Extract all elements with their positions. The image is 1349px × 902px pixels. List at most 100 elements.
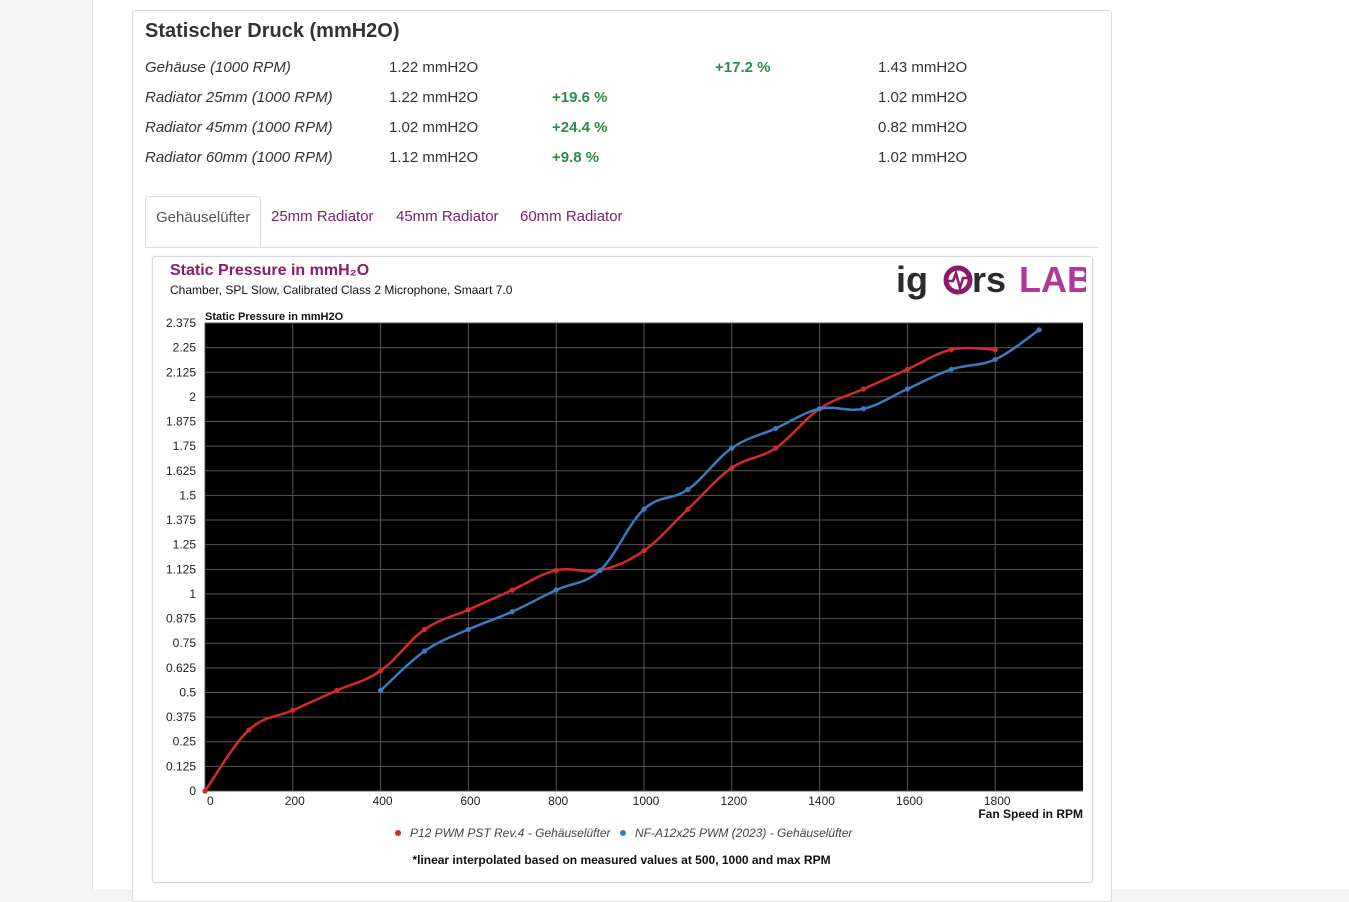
x-tick-label: 200 <box>285 794 305 808</box>
data-point <box>860 406 867 412</box>
table-row: Gehäuse (1000 RPM) 1.22 mmH2O +17.2 % 1.… <box>0 59 1349 81</box>
logo-text-middle: rs <box>972 259 1006 300</box>
x-tick-label: 1400 <box>808 794 835 808</box>
data-point <box>773 425 779 432</box>
legend-marker <box>620 830 626 836</box>
data-point <box>860 386 867 392</box>
x-tick-label: 600 <box>460 794 480 808</box>
chart-subtitle: Chamber, SPL Slow, Calibrated Class 2 Mi… <box>170 283 513 297</box>
tab-60mm-radiator[interactable]: 60mm Radiator <box>520 208 623 225</box>
row-percent: +19.6 % <box>552 89 608 106</box>
x-tick-label: 1200 <box>720 794 747 808</box>
legend-label: NF-A12x25 PWM (2023) - Gehäuselüfter <box>635 826 853 840</box>
data-point <box>948 347 954 353</box>
data-point <box>334 687 340 694</box>
table-row: Radiator 45mm (1000 RPM) 1.02 mmH2O +24.… <box>0 119 1349 141</box>
data-point <box>904 366 911 372</box>
row-percent: +17.2 % <box>715 59 771 76</box>
tab-25mm-radiator[interactable]: 25mm Radiator <box>271 208 374 225</box>
tab-gehaeuseluefter[interactable]: Gehäuselüfter <box>145 196 262 247</box>
row-value-1: 1.12 mmH2O <box>389 149 479 166</box>
y-tick-label: 1.625 <box>166 464 196 478</box>
data-point <box>948 366 954 372</box>
row-label: Radiator 60mm (1000 RPM) <box>145 149 333 166</box>
y-tick-label: 0 <box>189 784 196 798</box>
data-point <box>290 707 296 713</box>
row-value-2: 0.82 mmH2O <box>878 119 968 136</box>
y-tick-label: 1.25 <box>173 538 197 552</box>
y-axis-label: Static Pressure in mmH2O <box>205 311 344 323</box>
y-tick-label: 1.125 <box>166 562 196 576</box>
row-value-1: 1.02 mmH2O <box>389 119 479 136</box>
row-value-2: 1.02 mmH2O <box>878 149 968 166</box>
y-tick-label: 1.875 <box>166 415 196 429</box>
y-tick-label: 0.375 <box>166 710 196 724</box>
y-tick-label: 0.5 <box>179 685 196 699</box>
row-label: Gehäuse (1000 RPM) <box>145 59 291 76</box>
data-point <box>202 788 208 794</box>
data-point <box>553 567 559 573</box>
y-tick-label: 0.125 <box>166 759 196 773</box>
y-tick-label: 1.375 <box>166 513 196 527</box>
row-value-1: 1.22 mmH2O <box>389 59 479 76</box>
data-point <box>641 506 647 512</box>
x-tick-label: 1800 <box>984 794 1011 808</box>
data-point <box>421 648 428 654</box>
data-point <box>641 547 647 554</box>
row-label: Radiator 45mm (1000 RPM) <box>145 119 333 136</box>
legend-marker <box>395 830 401 836</box>
data-point <box>421 626 428 633</box>
data-point <box>1036 327 1042 333</box>
data-point <box>509 609 515 615</box>
row-value-2: 1.43 mmH2O <box>878 59 968 76</box>
x-axis-label: Fan Speed in RPM <box>978 807 1083 821</box>
data-point <box>378 687 384 694</box>
data-point <box>685 486 691 493</box>
table-row: Radiator 60mm (1000 RPM) 1.12 mmH2O +9.8… <box>0 149 1349 171</box>
data-point <box>992 347 998 353</box>
y-tick-label: 0.75 <box>173 636 197 650</box>
data-point <box>992 356 998 363</box>
chart-title: Static Pressure in mmH₂O <box>170 262 370 279</box>
data-point <box>773 445 779 451</box>
data-point <box>378 668 384 674</box>
row-value-2: 1.02 mmH2O <box>878 89 968 106</box>
row-label: Radiator 25mm (1000 RPM) <box>145 89 333 106</box>
tab-45mm-radiator[interactable]: 45mm Radiator <box>396 208 499 225</box>
y-tick-label: 1.5 <box>179 488 196 502</box>
section-title: Statischer Druck (mmH2O) <box>145 20 400 42</box>
data-point <box>904 386 911 392</box>
logo-text-right: LAB <box>1019 259 1086 300</box>
x-tick-label: 1600 <box>896 794 923 808</box>
logo-ring-icon <box>943 265 973 295</box>
y-tick-label: 0.875 <box>166 612 196 626</box>
y-tick-label: 2 <box>189 390 196 404</box>
y-tick-label: 2.125 <box>166 365 196 379</box>
row-percent: +9.8 % <box>552 149 600 166</box>
x-tick-label: 400 <box>373 794 393 808</box>
data-point <box>553 587 559 593</box>
data-point <box>465 607 471 613</box>
series-line <box>379 328 1040 692</box>
data-point <box>246 727 252 733</box>
data-point <box>817 406 823 412</box>
logo-text-left: ig <box>896 259 928 300</box>
chart-note: *linear interpolated based on measured v… <box>412 853 831 867</box>
data-point <box>729 445 735 451</box>
tab-bar: Gehäuselüfter 25mm Radiator 45mm Radiato… <box>145 196 1098 248</box>
y-tick-label: 2.25 <box>173 341 197 355</box>
logo-pulse-icon <box>947 268 969 293</box>
row-value-1: 1.22 mmH2O <box>389 89 479 106</box>
y-tick-label: 1 <box>189 587 196 601</box>
data-point <box>509 587 515 593</box>
row-percent: +24.4 % <box>552 119 608 136</box>
y-tick-label: 0.625 <box>166 661 196 675</box>
y-tick-label: 0.25 <box>173 735 197 749</box>
table-row: Radiator 25mm (1000 RPM) 1.22 mmH2O +19.… <box>0 89 1349 111</box>
data-point <box>597 567 603 573</box>
data-point <box>729 465 735 471</box>
x-tick-label: 0 <box>207 794 214 808</box>
y-tick-label: 1.75 <box>173 439 197 453</box>
x-tick-label: 1000 <box>633 794 660 808</box>
